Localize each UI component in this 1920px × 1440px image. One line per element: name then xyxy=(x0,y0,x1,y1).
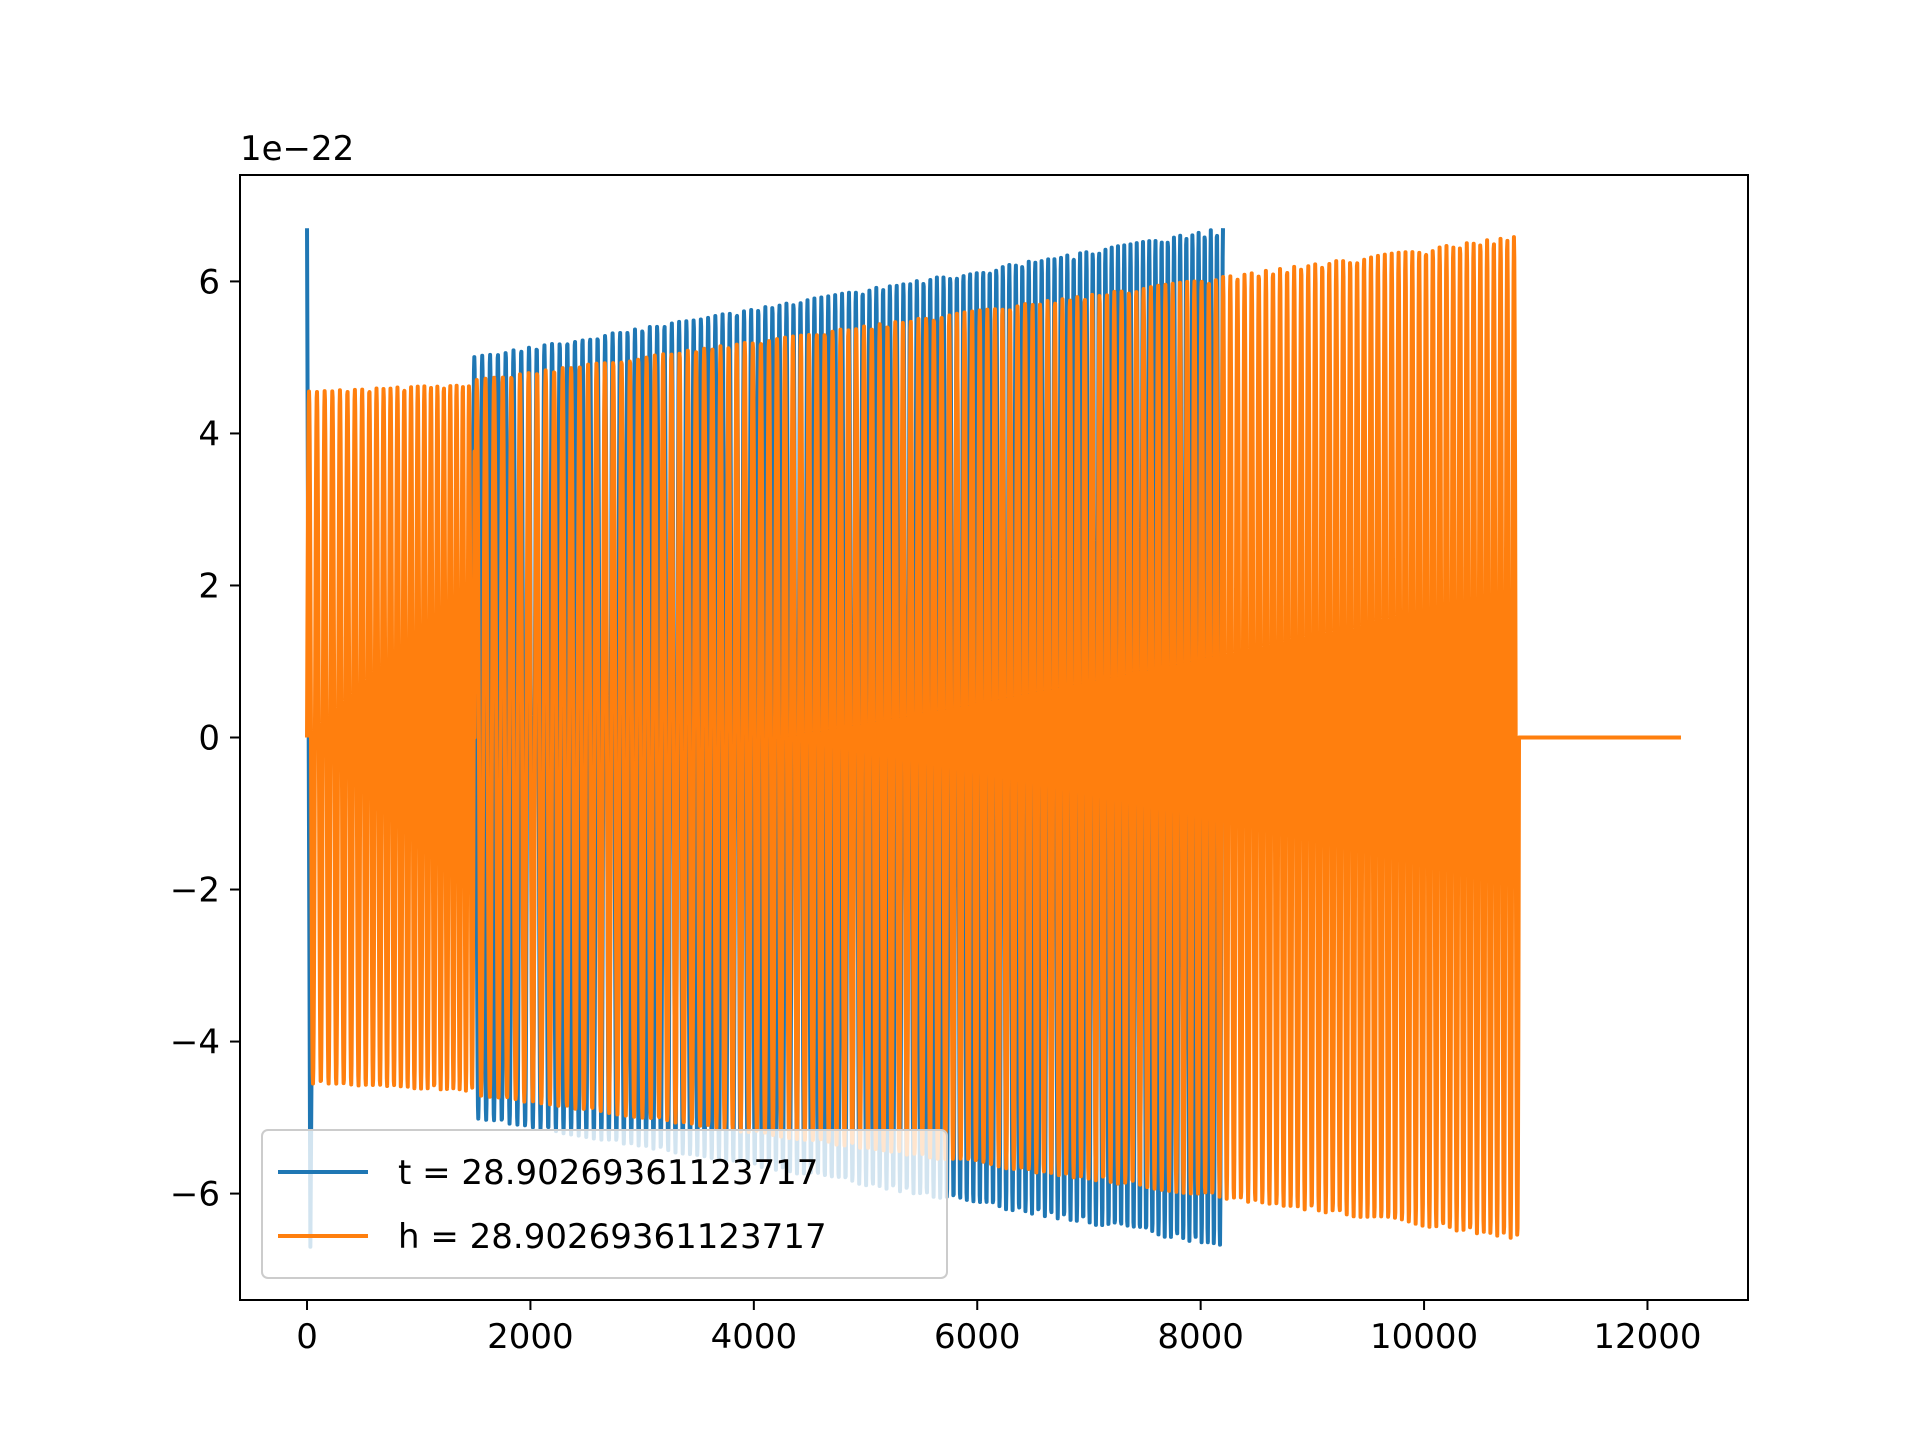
x-tick-label: 2000 xyxy=(487,1317,574,1357)
legend: t = 28.90269361123717 h = 28.902693611237… xyxy=(261,1129,948,1279)
plot-area xyxy=(305,228,1681,1249)
x-tick-label: 6000 xyxy=(934,1317,1021,1357)
y-offset-label: 1e−22 xyxy=(240,129,354,169)
y-tick-label: 6 xyxy=(198,262,220,302)
y-tick-label: 0 xyxy=(198,719,220,759)
x-tick-label: 10000 xyxy=(1370,1317,1478,1357)
y-tick-label: 4 xyxy=(198,414,220,454)
y-tick-label: −4 xyxy=(170,1023,220,1063)
series-line-h xyxy=(305,235,1681,1240)
x-tick-label: 12000 xyxy=(1593,1317,1701,1357)
y-tick-label: −6 xyxy=(170,1175,220,1215)
legend-label: t = 28.90269361123717 xyxy=(398,1153,818,1193)
y-tick-label: −2 xyxy=(170,871,220,911)
y-tick-label: 2 xyxy=(198,566,220,606)
legend-label: h = 28.90269361123717 xyxy=(398,1217,827,1257)
axis-ticks: 0 2000 4000 6000 8000 10000 12000 −6 −4 −2 0 2 4 6 xyxy=(170,262,1702,1357)
x-tick-label: 8000 xyxy=(1157,1317,1244,1357)
x-tick-label: 4000 xyxy=(711,1317,798,1357)
legend-box xyxy=(261,1129,948,1279)
x-tick-label: 0 xyxy=(296,1317,318,1357)
